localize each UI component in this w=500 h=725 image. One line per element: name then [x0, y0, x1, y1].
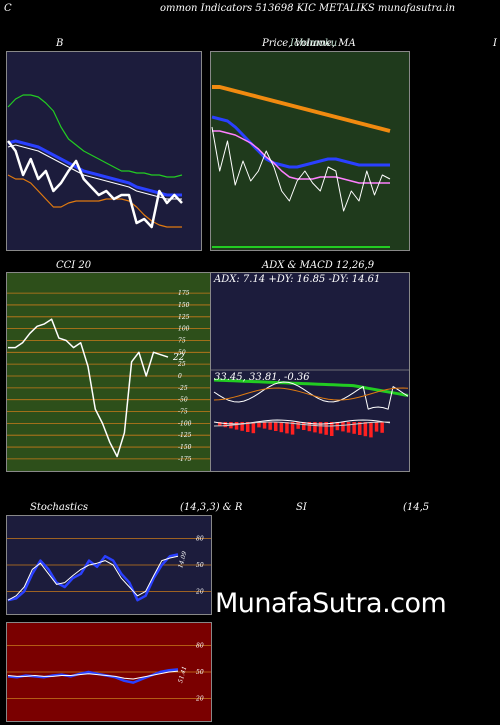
cci-tick-label: 50 [178, 349, 186, 356]
rsi-panel: 80 50 20 51.41 [6, 622, 212, 722]
price-title: Price, Volume, MA [262, 38, 356, 49]
bb-ma-inner-line [7, 144, 182, 200]
cci-tick-label: 125 [178, 314, 190, 321]
page-title: ommon Indicators 513698 KIC METALIKS mun… [160, 3, 456, 14]
cci-tick-label: 175 [178, 290, 190, 297]
price-close-line [211, 126, 391, 212]
stochastics-panel: 80 50 20 14.09 [6, 515, 212, 615]
right-edge-letter: I [493, 38, 497, 49]
price-background [210, 51, 410, 251]
cci-tick-label: 150 [178, 302, 190, 309]
price-ma-long-line [212, 85, 391, 133]
cci-last-value: 22 [172, 353, 185, 363]
price-ma-mid-line [211, 115, 390, 169]
macd-histogram-bar [296, 422, 300, 429]
macd-histogram-bar [380, 422, 384, 433]
stoch-title: Stochastics [30, 502, 88, 513]
watermark: MunafaSutra.com [215, 588, 447, 619]
macd-histogram-bar [262, 422, 267, 429]
macd-histogram-bar [285, 422, 289, 434]
cci-tick-label: 25 [177, 361, 186, 368]
macd-histogram-bar [279, 422, 284, 433]
cci-tick-label: 0 [178, 373, 182, 380]
macd-histogram-bar [374, 422, 379, 432]
cci-tick-label: -125 [178, 432, 192, 439]
cci-tick-label: 100 [178, 326, 190, 333]
macd-signal-line [213, 421, 391, 427]
adx-line [213, 378, 409, 397]
price-title-overlay: Ichimoku [290, 38, 338, 49]
stoch-params: (14,3,3) & R [180, 502, 243, 513]
macd-histogram-bar [302, 422, 306, 430]
plus-di-line [213, 381, 409, 410]
macd-histogram-bar [223, 422, 228, 428]
stoch-tick-label: 80 [196, 536, 204, 543]
rsi-tick-label: 20 [195, 695, 204, 702]
macd-histogram-bar [268, 422, 272, 430]
bb-title: B [56, 38, 64, 49]
cci-title: CCI 20 [56, 260, 92, 271]
rsi-last-value: 51.41 [177, 665, 188, 683]
macd-values: 33.45, 33.81, -0.36 [214, 372, 310, 383]
adx-values: ADX: 7.14 +DY: 16.85 -DY: 14.61 [214, 274, 381, 285]
stoch-tick-label: 20 [195, 588, 204, 595]
macd-histogram-bar [274, 422, 278, 431]
stoch-last-value: 14.09 [177, 550, 188, 569]
rsi-d-line [7, 670, 179, 680]
minus-di-line [213, 387, 409, 401]
price-panel [210, 51, 410, 251]
cci-tick-label: -100 [178, 420, 192, 427]
rsi-params: (14,5 [403, 502, 430, 513]
macd-histogram-bar [290, 422, 295, 435]
macd-histogram-bar [352, 422, 356, 434]
adx-background [210, 272, 410, 472]
cci-tick-label: 75 [178, 337, 186, 344]
adx-macd-panel: ADX: 7.14 +DY: 16.85 -DY: 14.61 33.45, 3… [210, 272, 410, 472]
adx-title: ADX & MACD 12,26,9 [262, 260, 375, 271]
header-left-letter: C [4, 3, 12, 14]
bb-price-line [7, 140, 183, 229]
macd-histogram-bar [257, 422, 261, 428]
macd-histogram-bar [341, 422, 345, 432]
macd-histogram-bar [358, 422, 362, 435]
cci-tick-label: -25 [178, 385, 188, 392]
stoch-tick-label: 50 [196, 562, 204, 569]
price-ma-short-line [212, 130, 390, 184]
cci-tick-label: -75 [178, 409, 188, 416]
bb-background [6, 51, 202, 251]
rsi-tick-label: 50 [196, 669, 204, 676]
rsi-title: SI [296, 502, 307, 513]
cci-panel: 175 150 125 100 75 50 25 0 -25 -50 -75 -100 -125 -150… [6, 272, 212, 472]
cci-tick-label: -50 [178, 397, 188, 404]
cci-line [8, 318, 169, 458]
cci-tick-label: -175 [178, 456, 192, 463]
macd-histogram-bar [251, 422, 256, 434]
bollinger-panel [6, 51, 202, 251]
macd-histogram-bar [234, 422, 239, 430]
macd-histogram-bar [324, 422, 328, 435]
bb-upper-line [7, 94, 183, 178]
bb-ma-line [7, 139, 182, 197]
stoch-d-line [7, 555, 179, 601]
macd-histogram-bar [330, 422, 334, 436]
macd-histogram-bar [246, 422, 250, 432]
macd-histogram-bar [307, 422, 312, 432]
macd-histogram-bar [240, 422, 244, 431]
macd-histogram-bar [369, 422, 373, 438]
macd-histogram-bar [346, 422, 351, 433]
macd-histogram-bar [218, 422, 222, 426]
rsi-tick-label: 80 [196, 643, 204, 650]
cci-tick-label: -150 [178, 444, 192, 451]
macd-histogram-bar [318, 422, 323, 434]
macd-histogram-bar [313, 422, 317, 433]
macd-histogram-bar [363, 422, 368, 437]
